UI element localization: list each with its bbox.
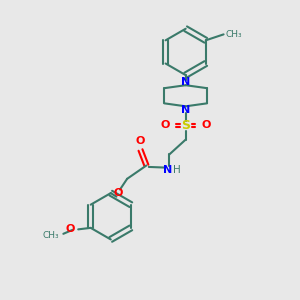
Text: N: N <box>181 76 190 87</box>
Text: O: O <box>161 120 170 130</box>
Text: O: O <box>66 224 75 234</box>
Text: O: O <box>201 120 211 130</box>
Text: O: O <box>113 188 123 198</box>
Text: H: H <box>173 165 181 175</box>
Text: O: O <box>135 136 145 146</box>
Text: N: N <box>163 165 172 175</box>
Text: N: N <box>181 105 190 115</box>
Text: CH₃: CH₃ <box>42 231 59 240</box>
Text: CH₃: CH₃ <box>225 30 242 39</box>
Text: S: S <box>181 119 190 132</box>
